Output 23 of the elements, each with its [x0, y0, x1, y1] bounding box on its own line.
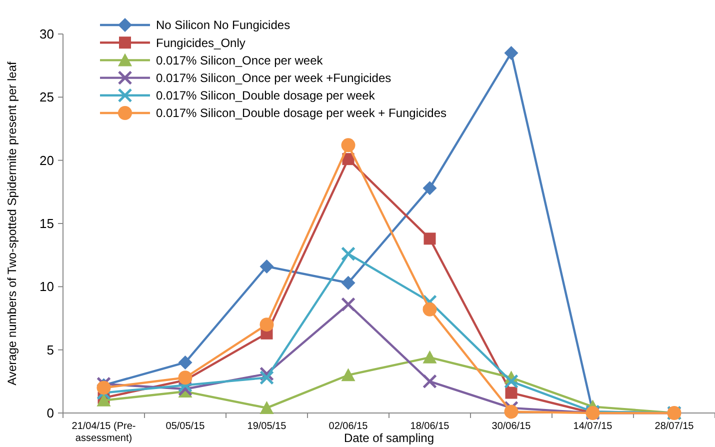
legend-label: Fungicides_Only: [156, 36, 246, 50]
y-tick-label: 0: [46, 406, 54, 421]
x-tick-label: 21/04/15 (Pre-assessment): [72, 421, 136, 444]
legend-label: 0.017% Silicon_Double dosage per week + Fungicides: [156, 106, 447, 120]
legend-label: No Silicon No Fungicides: [156, 18, 290, 32]
x-tick-label: 19/05/15: [247, 421, 287, 432]
x-axis-title: Date of sampling: [344, 431, 434, 445]
y-tick-label: 25: [40, 90, 54, 105]
x-tick-label: 02/06/15: [328, 421, 368, 432]
y-axis-title: Average numbers of Two-spotted Spidermite present per leaf: [5, 60, 19, 386]
y-tick-label: 30: [40, 26, 54, 42]
y-tick-label: 15: [40, 216, 54, 232]
x-tick-label: 30/06/15: [492, 421, 532, 432]
y-tick-label: 5: [46, 342, 54, 358]
legend-label: 0.017% Silicon_Double dosage per week: [156, 88, 376, 103]
x-tick-label: 05/05/15: [166, 421, 206, 432]
y-tick-label: 20: [40, 152, 54, 168]
x-tick-label: 14/07/15: [573, 421, 613, 432]
x-tick-label: 18/06/15: [410, 421, 450, 432]
x-tick-label: 28/07/15: [654, 421, 694, 432]
legend-label: 0.017% Silicon_Once per week +Fungicides: [156, 71, 392, 85]
legend-label: 0.017% Silicon_Once per week: [156, 53, 324, 68]
y-tick-label: 10: [40, 279, 54, 294]
